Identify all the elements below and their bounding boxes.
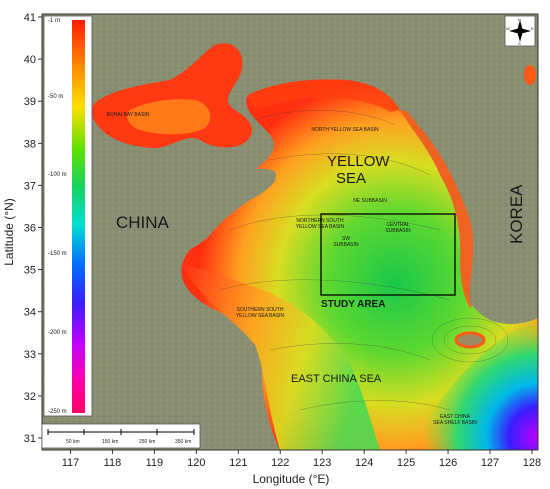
y-tick-label: 34 [24,307,36,319]
basin-label-line: BOHAI BAY BASIN [107,112,150,118]
china-label: CHINA [116,213,170,232]
legend-label-1: -1 m [48,18,60,24]
yellow-sea-label-text: YELLOW SEA [327,153,390,187]
bohai-inner [127,99,211,135]
y-tick-label: 35 [24,265,36,277]
tsushima-island [524,65,536,85]
x-tick-label: 127 [481,457,499,469]
y-tick-label: 40 [24,54,36,66]
compass-rose-icon: N E S W [504,15,536,47]
legend-label-4: -150 m [48,251,67,257]
yellow-sea-label-line1: YELLOW [327,153,390,170]
depth-legend: -1 m -50 m -100 m -150 m -200 m -250 m [43,15,93,417]
legend-label-5: -200 m [48,330,67,336]
y-tick-label: 36 [24,223,36,235]
basin-label-ne-sub: NE SUBBASIN [353,198,387,204]
basin-label-line: SUBBASIN [385,228,411,234]
x-tick-label: 128 [523,457,541,469]
compass-s: S [518,41,521,46]
y-tick-label: 38 [24,138,36,150]
y-tick-label: 41 [24,12,36,24]
x-tick-label: 125 [397,457,415,469]
legend-label-6: -250 m [48,409,67,415]
y-tick-label: 32 [24,391,36,403]
basin-label-northern-south: NORTHERN SOUTH YELLOW SEA BASIN [296,218,345,230]
basin-label-shelf: EAST CHINA SEA SHELF BASIN [433,414,477,426]
scale-label-2: 150 km [102,439,118,445]
x-tick-label: 120 [187,457,205,469]
basin-label-line: NORTH YELLOW SEA BASIN [311,127,379,133]
y-tick-label: 39 [24,96,36,108]
basin-label-line: YELLOW SEA BASIN [296,224,345,230]
y-axis-title: Latitude (°N) [2,198,16,266]
compass-n: N [518,17,521,22]
korea-peninsula [389,40,517,309]
y-tick-label: 37 [24,180,36,192]
x-tick-label: 126 [439,457,457,469]
y-axis-ticks: 41 40 39 38 37 36 35 34 33 32 31 [24,12,42,445]
basin-label-bohai: BOHAI BAY BASIN [107,112,150,118]
basin-label-line: SUBBASIN [333,242,359,248]
scale-bar: 50 km 150 km 250 km 350 km [41,423,201,449]
x-tick-label: 117 [62,457,80,469]
basin-label-sw-sub: SW SUBBASIN [333,236,359,248]
x-tick-label: 124 [355,457,373,469]
scale-label-3: 250 km [139,439,155,445]
compass-e: E [531,26,534,31]
basin-labels: BOHAI BAY BASIN NORTH YELLOW SEA BASIN NE … [107,112,478,426]
basin-label-north-yellow: NORTH YELLOW SEA BASIN [311,127,379,133]
korea-label: KOREA [507,184,526,244]
basin-label-line: SEA SHELF BASIN [433,420,477,426]
basin-label-line: NORTHERN SOUTH [296,218,344,224]
legend-label-2: -50 m [48,94,63,100]
x-tick-label: 118 [104,457,122,469]
basin-label-line: SOUTHERN SOUTH [237,307,284,313]
x-tick-label: 122 [271,457,289,469]
shandong-peninsula [146,148,276,252]
depth-contours [219,110,509,411]
basin-label-line: YELLOW SEA BASIN [236,313,285,319]
scale-label-4: 350 km [175,439,191,445]
x-tick-label: 121 [229,457,247,469]
x-axis-ticks: 117 118 119 120 121 122 123 124 125 126 127 128 [62,450,541,469]
basin-label-southern-south: SOUTHERN SOUTH YELLOW SEA BASIN [236,307,285,319]
basin-label-line: SW [342,236,350,242]
basin-label-central-sub: CENTRAL SUBBASIN [385,222,411,234]
x-tick-label: 119 [146,457,164,469]
jeju-island [454,331,486,349]
east-china-sea-label: EAST CHINA SEA [291,373,382,385]
x-tick-label: 123 [313,457,331,469]
plot-frame [41,13,539,451]
y-tick-label: 33 [24,349,36,361]
depth-legend-bar [72,20,85,413]
compass-w: W [506,26,510,31]
basin-label-line: NE SUBBASIN [353,198,387,204]
east-china-sea [182,265,380,450]
okinawa-trough [410,318,538,450]
y-tick-label: 31 [24,433,36,445]
study-area-box [320,213,456,296]
yellow-sea-label-line2: SEA [336,170,366,187]
north-coast [248,79,400,112]
scale-label-1: 50 km [66,439,80,445]
legend-label-3: -100 m [48,172,67,178]
study-area-label: STUDY AREA [321,299,385,310]
x-axis-title: Longitude (°E) [253,472,330,486]
basin-label-line: EAST CHINA [440,414,471,420]
basin-label-line: CENTRAL [386,222,410,228]
